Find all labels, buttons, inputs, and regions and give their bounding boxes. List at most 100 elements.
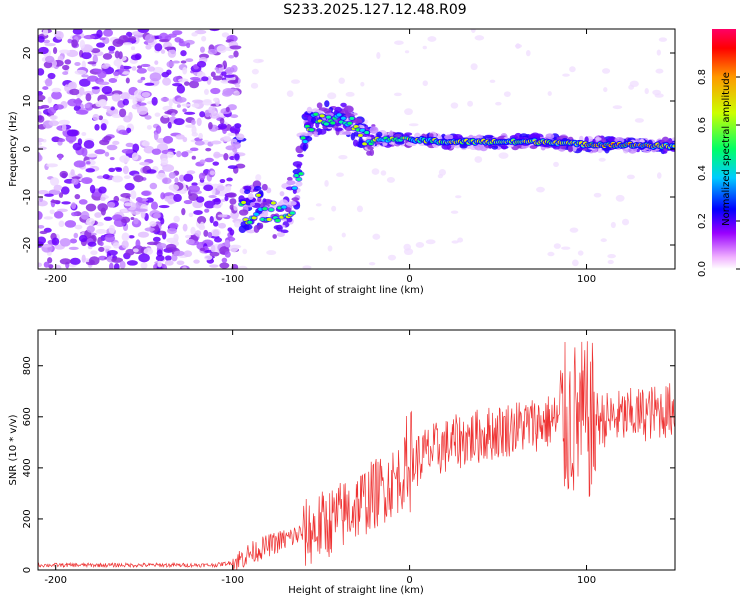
- noise-blob: [143, 247, 154, 255]
- noise-blob: [191, 125, 197, 135]
- noise-blob: [119, 64, 125, 74]
- ridge-mid: [347, 121, 353, 125]
- noise-blob: [44, 55, 55, 63]
- noise-blob: [562, 73, 570, 77]
- noise-blob: [43, 61, 53, 69]
- ridge-mid: [326, 115, 332, 119]
- noise-blob: [58, 49, 71, 54]
- noise-blob: [203, 229, 209, 237]
- noise-blob: [208, 122, 213, 130]
- noise-blob: [327, 92, 337, 100]
- signal-blob: [286, 176, 293, 181]
- noise-blob: [112, 140, 120, 146]
- noise-blob: [185, 238, 195, 245]
- noise-blob: [131, 152, 139, 161]
- page-title: S233.2025.127.12.48.R09: [283, 2, 467, 18]
- noise-blob: [164, 110, 174, 115]
- noise-blob: [360, 81, 365, 87]
- noise-blob: [176, 104, 181, 108]
- noise-blob: [88, 256, 100, 265]
- noise-blob: [233, 90, 240, 96]
- signal-blob: [261, 183, 268, 191]
- noise-blob: [168, 171, 176, 179]
- spectrogram-x-tick-label: -200: [44, 274, 67, 285]
- noise-blob: [181, 208, 186, 216]
- noise-blob: [126, 127, 132, 133]
- noise-blob: [38, 91, 43, 96]
- noise-blob: [176, 97, 187, 103]
- noise-blob: [74, 224, 83, 230]
- noise-blob: [39, 196, 44, 203]
- noise-blob: [536, 186, 545, 193]
- noise-blob: [152, 80, 160, 85]
- noise-blob: [73, 105, 81, 112]
- ridge-mid: [266, 217, 272, 222]
- noise-blob: [136, 208, 148, 212]
- noise-blob: [52, 47, 58, 54]
- noise-blob: [79, 39, 86, 49]
- spectrogram-x-tick-label: 100: [577, 274, 596, 285]
- signal-blob: [247, 193, 254, 200]
- noise-blob: [165, 243, 177, 251]
- noise-blob: [67, 82, 75, 89]
- noise-blob: [119, 260, 126, 269]
- noise-blob: [46, 163, 58, 168]
- noise-blob: [230, 114, 239, 119]
- noise-blob: [569, 66, 576, 73]
- noise-blob: [457, 237, 464, 243]
- noise-blob: [38, 94, 46, 101]
- noise-blob: [192, 78, 202, 83]
- signal-blob: [291, 197, 300, 202]
- signal-blob: [553, 146, 560, 150]
- noise-blob: [113, 71, 120, 76]
- noise-blob: [112, 214, 123, 221]
- noise-blob: [74, 69, 87, 75]
- noise-blob: [173, 215, 180, 223]
- noise-blob: [209, 29, 220, 32]
- snr-y-tick-label: 800: [22, 356, 33, 375]
- ridge-mid: [298, 172, 304, 176]
- noise-blob: [128, 111, 133, 121]
- signal-blob: [243, 224, 253, 231]
- noise-blob: [103, 135, 112, 141]
- noise-blob: [237, 265, 248, 269]
- noise-blob: [140, 63, 151, 68]
- noise-blob: [55, 30, 64, 40]
- ridge-mid: [296, 177, 302, 181]
- noise-blob: [85, 217, 95, 226]
- noise-blob: [160, 97, 170, 102]
- noise-blob: [216, 185, 225, 192]
- noise-blob: [94, 149, 106, 155]
- signal-blob: [234, 123, 242, 129]
- noise-blob: [62, 71, 69, 76]
- noise-blob: [47, 257, 53, 264]
- noise-blob: [234, 83, 241, 88]
- noise-blob: [189, 80, 200, 89]
- noise-blob: [438, 169, 447, 176]
- noise-blob: [213, 197, 221, 205]
- noise-blob: [571, 259, 579, 267]
- noise-blob: [141, 91, 151, 98]
- ridge-mid: [251, 216, 257, 220]
- signal-blob: [236, 133, 245, 141]
- noise-blob: [196, 60, 207, 68]
- signal-blob: [491, 145, 499, 150]
- noise-blob: [233, 50, 239, 58]
- noise-blob: [119, 198, 130, 202]
- signal-blob: [483, 134, 494, 139]
- noise-blob: [404, 108, 413, 116]
- noise-blob: [327, 245, 333, 252]
- noise-blob: [64, 220, 77, 228]
- noise-blob: [125, 248, 135, 256]
- noise-blob: [150, 201, 159, 210]
- noise-blob: [86, 75, 99, 82]
- noise-blob: [199, 111, 206, 118]
- noise-blob: [144, 34, 155, 44]
- noise-blob: [108, 78, 118, 83]
- noise-blob: [38, 224, 45, 229]
- noise-blob: [219, 262, 230, 269]
- noise-blob: [455, 195, 462, 199]
- signal-blob: [306, 106, 313, 114]
- noise-blob: [154, 43, 163, 52]
- signal-blob: [316, 102, 323, 109]
